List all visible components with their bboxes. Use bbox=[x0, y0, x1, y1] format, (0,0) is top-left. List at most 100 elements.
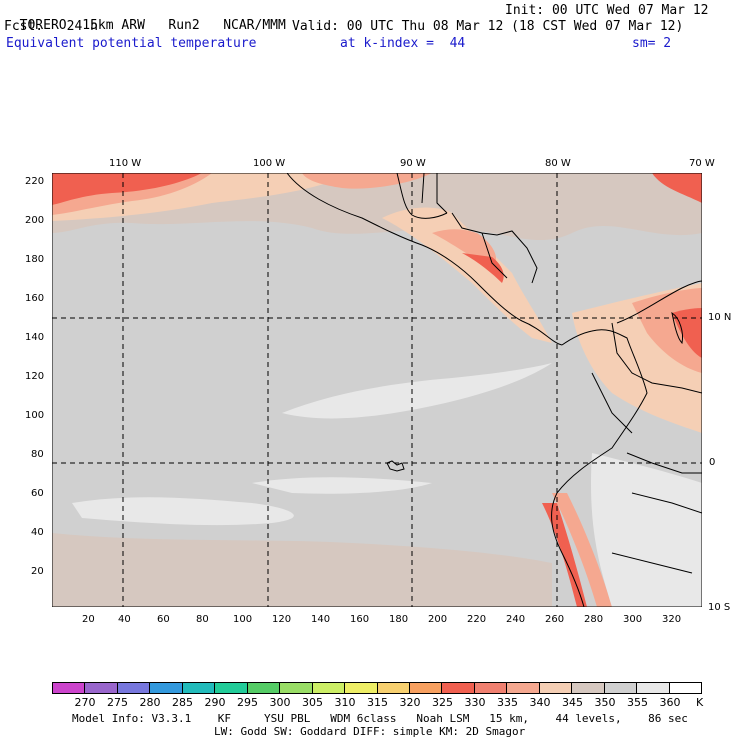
init-time: Init: 00 UTC Wed 07 Mar 12 bbox=[505, 3, 709, 18]
lat-label-0: 0 bbox=[709, 457, 716, 468]
x-tick-300: 300 bbox=[623, 614, 643, 625]
southern-warm-band bbox=[52, 533, 552, 607]
smoothing: sm= 2 bbox=[632, 36, 672, 51]
colorbar-swatch-13 bbox=[474, 683, 508, 693]
lon-label-80w: 80 W bbox=[545, 158, 571, 169]
forecast-hour: Fcst. 24 h bbox=[4, 19, 98, 34]
y-tick-140: 140 bbox=[25, 332, 45, 343]
x-tick-120: 120 bbox=[272, 614, 292, 625]
x-tick-180: 180 bbox=[389, 614, 409, 625]
red-patch-ne bbox=[652, 173, 702, 203]
central-america-land bbox=[382, 207, 552, 343]
colorbar-label-8: 310 bbox=[334, 696, 356, 709]
colorbar-label-14: 340 bbox=[529, 696, 551, 709]
coastlines bbox=[286, 173, 702, 607]
colorbar-swatch-4 bbox=[182, 683, 216, 693]
k-index: at k-index = 44 bbox=[340, 36, 466, 51]
colorbar-swatch-10 bbox=[377, 683, 410, 693]
colorbar-swatch-9 bbox=[345, 683, 378, 693]
colorbar-swatch-16 bbox=[572, 683, 605, 693]
colorbar-swatch-18 bbox=[637, 683, 670, 693]
y-tick-100: 100 bbox=[25, 410, 45, 421]
y-tick-20: 20 bbox=[31, 566, 44, 577]
lat-label-10s: 10 S bbox=[708, 602, 731, 613]
colorbar-label-18: 360 bbox=[659, 696, 681, 709]
y-tick-180: 180 bbox=[25, 254, 45, 265]
x-tick-280: 280 bbox=[584, 614, 604, 625]
model-info: Model Info: V3.3.1 KF YSU PBL WDM 6class… bbox=[72, 712, 688, 725]
colorbar-swatch-6 bbox=[247, 683, 281, 693]
colorbar-swatch-0 bbox=[53, 683, 86, 693]
colorbar-label-10: 320 bbox=[399, 696, 421, 709]
southern-light-band bbox=[72, 497, 294, 526]
colorbar-swatch-19 bbox=[669, 683, 702, 693]
venezuela-red bbox=[672, 308, 702, 358]
itcz-light-band bbox=[282, 363, 552, 419]
y-tick-220: 220 bbox=[25, 176, 45, 187]
x-tick-60: 60 bbox=[157, 614, 170, 625]
salmon-patch-mexico bbox=[302, 173, 432, 189]
x-tick-140: 140 bbox=[311, 614, 331, 625]
colorbar-swatch-2 bbox=[117, 683, 151, 693]
lon-label-70w: 70 W bbox=[689, 158, 715, 169]
red-band-north bbox=[52, 173, 202, 205]
colorbar-label-1: 275 bbox=[107, 696, 128, 709]
colombia-salmon bbox=[632, 288, 702, 373]
colorbar-swatch-3 bbox=[150, 683, 183, 693]
colorbar-swatch-15 bbox=[539, 683, 573, 693]
colorbar-swatch-14 bbox=[507, 683, 540, 693]
central-light-band bbox=[252, 477, 432, 494]
x-tick-40: 40 bbox=[118, 614, 131, 625]
colorbar-label-5: 295 bbox=[237, 696, 258, 709]
colorbar bbox=[52, 682, 702, 694]
colorbar-label-17: 355 bbox=[627, 696, 648, 709]
x-tick-220: 220 bbox=[467, 614, 487, 625]
colorbar-swatch-7 bbox=[280, 683, 313, 693]
valid-time: Valid: 00 UTC Thu 08 Mar 12 (18 CST Wed … bbox=[292, 19, 684, 34]
lon-label-90w: 90 W bbox=[400, 158, 426, 169]
colorbar-label-7: 305 bbox=[302, 696, 323, 709]
colorbar-label-9: 315 bbox=[367, 696, 388, 709]
y-tick-60: 60 bbox=[31, 488, 44, 499]
x-tick-260: 260 bbox=[545, 614, 565, 625]
y-tick-160: 160 bbox=[25, 293, 45, 304]
x-tick-20: 20 bbox=[82, 614, 95, 625]
colorbar-label-13: 335 bbox=[497, 696, 518, 709]
model-title: TORERO 15km ARW Run2 NCAR/MMM bbox=[19, 18, 286, 33]
country-borders bbox=[421, 173, 702, 574]
lon-label-100w: 100 W bbox=[253, 158, 286, 169]
x-tick-160: 160 bbox=[350, 614, 370, 625]
colorbar-label-2: 280 bbox=[139, 696, 161, 709]
colorbar-swatch-1 bbox=[85, 683, 118, 693]
colorbar-label-19: K bbox=[696, 696, 704, 709]
lat-label-10n: 10 N bbox=[708, 312, 732, 323]
colorbar-swatch-5 bbox=[215, 683, 248, 693]
colorbar-label-4: 290 bbox=[204, 696, 226, 709]
x-tick-200: 200 bbox=[428, 614, 448, 625]
y-tick-40: 40 bbox=[31, 527, 44, 538]
peru-coast-salmon bbox=[552, 493, 612, 607]
lon-label-110w: 110 W bbox=[109, 158, 142, 169]
colorbar-swatch-11 bbox=[409, 683, 443, 693]
field-name: Equivalent potential temperature bbox=[6, 36, 257, 51]
colorbar-label-16: 350 bbox=[594, 696, 616, 709]
colorbar-swatch-12 bbox=[442, 683, 475, 693]
colorbar-label-15: 345 bbox=[562, 696, 583, 709]
lat-lon-grid bbox=[52, 173, 702, 607]
peru-coast-red bbox=[542, 503, 587, 607]
x-tick-240: 240 bbox=[506, 614, 526, 625]
y-tick-200: 200 bbox=[25, 215, 45, 226]
colorbar-label-6: 300 bbox=[269, 696, 291, 709]
colorbar-label-11: 325 bbox=[432, 696, 453, 709]
colorbar-label-12: 330 bbox=[464, 696, 486, 709]
x-tick-320: 320 bbox=[662, 614, 682, 625]
colorbar-swatch-17 bbox=[604, 683, 638, 693]
honduras-red-patch bbox=[462, 253, 504, 283]
physics-info: LW: Godd SW: Goddard DIFF: simple KM: 2D… bbox=[214, 725, 526, 738]
colorbar-label-0: 270 bbox=[74, 696, 96, 709]
x-tick-80: 80 bbox=[196, 614, 209, 625]
theta-e-map bbox=[52, 173, 702, 607]
x-tick-100: 100 bbox=[233, 614, 253, 625]
colorbar-swatch-8 bbox=[312, 683, 346, 693]
y-tick-120: 120 bbox=[25, 371, 45, 382]
